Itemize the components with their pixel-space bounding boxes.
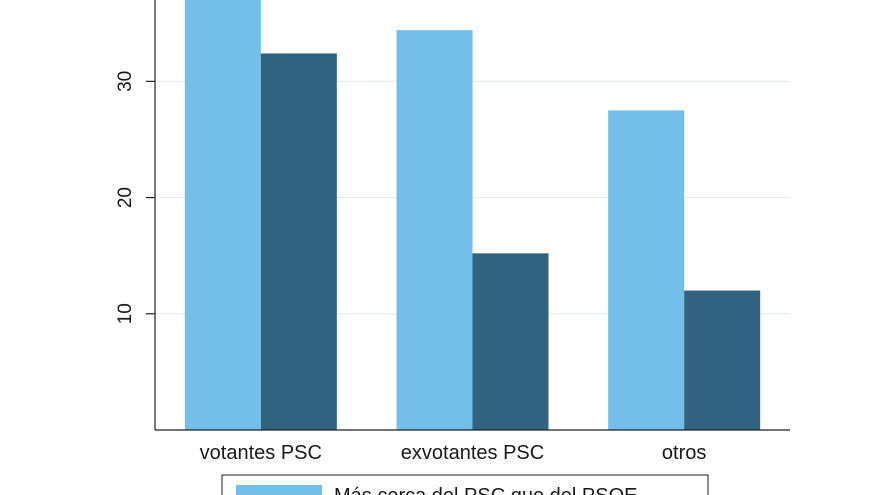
x-tick-label-2: exvotantes PSC [401,442,544,464]
bar-votantes-psc-series-1 [184,0,261,430]
x-tick-label-1: votantes PSC [200,442,322,464]
legend-swatch [236,485,322,495]
legend-label: Más cerca del PSC que del PSOE [334,485,637,495]
bar-otros-series-2 [684,290,761,430]
y-axis: 10 20 30 [115,0,156,430]
bar-exvotantes-psc-series-2 [472,253,549,430]
bar-votantes-psc-series-2 [260,53,337,430]
legend: Más cerca del PSC que del PSOE [221,474,709,495]
y-tick-label-10: 10 [115,303,136,324]
y-tick-label-30: 30 [115,71,136,92]
x-axis: votantes PSC exvotantes PSC otros [155,429,790,464]
bar-otros-series-1 [608,110,685,431]
legend-box [221,474,709,495]
bars [184,0,761,431]
bar-exvotantes-psc-series-1 [396,30,473,430]
y-tick-label-20: 20 [115,187,136,208]
x-tick-label-3: otros [662,442,706,464]
